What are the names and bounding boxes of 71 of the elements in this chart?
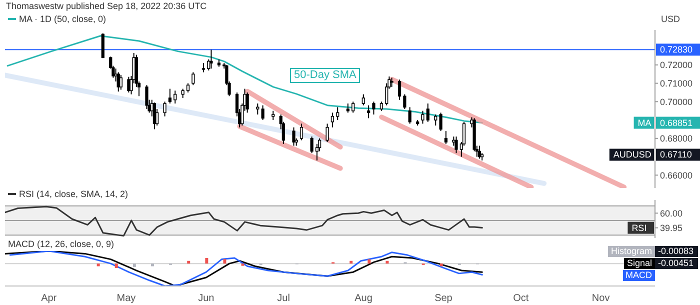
candlestick (439, 112, 442, 132)
candlestick (300, 123, 304, 141)
candlestick (310, 136, 314, 154)
x-tick-label: Apr (41, 293, 58, 304)
y-tick-label: 0.68000 (660, 134, 693, 144)
candlestick (336, 106, 340, 121)
line-series (5, 206, 483, 237)
annotation: RSI (632, 222, 647, 233)
text: 0.68851 (660, 118, 693, 128)
annotation: 50-Day SMA (290, 68, 360, 83)
candlestick (174, 90, 177, 104)
text: Signal (624, 258, 655, 269)
candlestick (434, 114, 438, 126)
candlestick (119, 74, 123, 90)
candlestick (372, 101, 376, 116)
candlestick (181, 88, 184, 98)
candlestick (246, 92, 249, 114)
y-tick-label: 0.71000 (660, 78, 693, 88)
x-tick-label: Sep (434, 293, 453, 304)
candlestick (145, 84, 148, 110)
candlestick (292, 126, 296, 146)
x-tick-label: Nov (592, 293, 610, 304)
candlestick (256, 102, 260, 116)
candlestick (408, 106, 412, 124)
text: MACD (622, 270, 655, 281)
candlestick (454, 136, 458, 154)
x-tick-label: Jun (198, 293, 214, 304)
candlestick (444, 130, 448, 144)
legend-label: RSI (14, close, SMA, 14, 2) (19, 189, 128, 199)
candlestick (261, 104, 264, 121)
x-tick-label: Aug (354, 293, 372, 304)
annotation: AUDUSD (613, 150, 652, 160)
line-series (6, 35, 483, 124)
y-tick-label: 60.00 (660, 208, 683, 218)
candlestick (352, 101, 355, 114)
y-tick-label: 39.95 (660, 223, 683, 233)
x-tick-label: May (116, 293, 136, 304)
candlestick (202, 62, 206, 73)
candlestick (367, 104, 370, 119)
y-tick-label: 0.72000 (660, 60, 693, 70)
y-tick-label: 0.70000 (660, 96, 693, 107)
candlestick (326, 123, 329, 143)
ref-line-label: 0.72830 (660, 44, 693, 55)
candlestick (426, 102, 430, 122)
candlestick (403, 94, 406, 110)
text: -0.00083 (655, 246, 698, 257)
candlestick (186, 82, 190, 93)
candlestick (163, 101, 166, 117)
x-tick-label: Jul (277, 293, 290, 304)
candlestick (210, 49, 213, 70)
x-tick-label: Oct (513, 293, 529, 304)
candlestick (192, 72, 195, 86)
candlestick (390, 77, 394, 88)
candlestick (380, 101, 384, 112)
y-axis-title: USD (661, 14, 680, 24)
candlestick (398, 79, 402, 100)
legend-label: MA · 1D (50, close, 0) (19, 14, 106, 24)
chart-title: Thomaswestw published Sep 18, 2022 20:36 UTC (6, 1, 207, 11)
legend-title: MACD (12, 26, close, 0, 9) (8, 239, 114, 249)
candlestick (101, 32, 104, 59)
text: -0.00451 (655, 258, 698, 269)
candlestick (421, 110, 424, 124)
candlestick (346, 102, 350, 114)
text: Histogram (608, 246, 655, 257)
candlestick (272, 110, 275, 121)
y-tick-label: 0.66000 (660, 170, 693, 180)
candlestick (330, 112, 334, 128)
candlestick (362, 94, 365, 106)
candlestick (168, 88, 172, 104)
text: 0.67110 (660, 150, 692, 160)
annotation: MA (638, 118, 652, 128)
